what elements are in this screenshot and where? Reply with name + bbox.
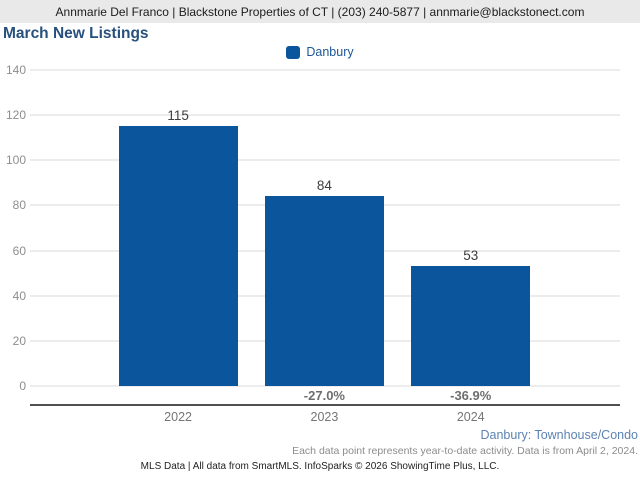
contact-header-bar: Annmarie Del Franco | Blackstone Propert… bbox=[0, 0, 640, 23]
y-tick-label-40: 40 bbox=[12, 288, 26, 303]
bar-value-label-2022: 115 bbox=[167, 107, 189, 123]
gridline-140 bbox=[30, 69, 620, 71]
y-tick-label-0: 0 bbox=[19, 379, 26, 393]
legend: Danbury bbox=[0, 45, 640, 59]
x-tick-label-2022: 2022 bbox=[164, 410, 192, 424]
segment-label: Danbury: Townhouse/Condo bbox=[480, 428, 638, 442]
bar-value-label-2024: 53 bbox=[463, 247, 479, 263]
y-tick-label-120: 120 bbox=[5, 108, 26, 123]
plot-area: 115 84 53 bbox=[30, 69, 620, 387]
x-tick-label-2024: 2024 bbox=[456, 410, 485, 424]
x-tick-label-2023: 2023 bbox=[310, 410, 339, 424]
y-tick-label-60: 60 bbox=[12, 243, 26, 258]
y-tick-label-100: 100 bbox=[5, 153, 26, 168]
gridline-0 bbox=[30, 385, 620, 387]
gridline-100 bbox=[30, 159, 620, 161]
bar-2022[interactable] bbox=[118, 126, 238, 386]
bar-2024[interactable] bbox=[411, 266, 531, 386]
x-axis-labels: 2022 2023 2024 bbox=[30, 411, 620, 427]
bar-value-label-2023: 84 bbox=[316, 177, 332, 193]
pct-change-strip: -27.0% -36.9% bbox=[30, 389, 620, 404]
legend-label-danbury: Danbury bbox=[306, 45, 354, 59]
pct-change-label-2024: -36.9% bbox=[450, 388, 492, 403]
data-note: Each data point represents year-to-date … bbox=[292, 445, 638, 457]
mls-credit-line: MLS Data | All data from SmartMLS. InfoS… bbox=[140, 461, 500, 472]
bar-2023[interactable] bbox=[264, 196, 384, 386]
y-tick-label-20: 20 bbox=[12, 333, 26, 348]
y-tick-label-140: 140 bbox=[5, 63, 26, 77]
pct-change-label-2023: -27.0% bbox=[303, 388, 346, 403]
contact-line: Annmarie Del Franco | Blackstone Propert… bbox=[55, 4, 585, 19]
chart-title: March New Listings bbox=[3, 25, 149, 42]
gridline-120 bbox=[30, 114, 620, 116]
legend-swatch-danbury bbox=[286, 45, 301, 59]
x-axis-line bbox=[30, 404, 620, 406]
y-axis: 0 20 40 60 80 100 120 140 bbox=[0, 64, 26, 392]
y-tick-label-80: 80 bbox=[12, 198, 26, 213]
